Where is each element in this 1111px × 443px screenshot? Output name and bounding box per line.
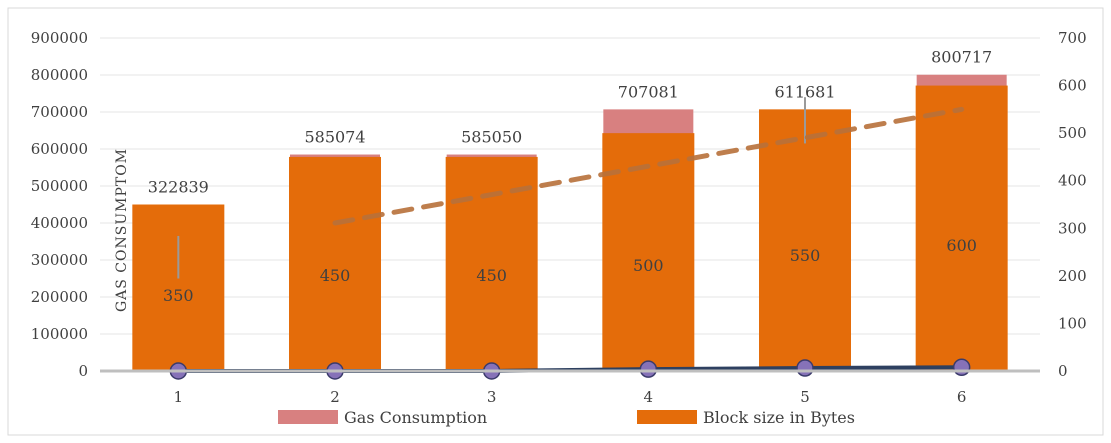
- x-tick-label: 5: [800, 388, 810, 406]
- block-size-bar: [289, 156, 381, 371]
- legend: Gas Consumption Block size in Bytes: [278, 408, 855, 427]
- gas-consumption-label: 585074: [304, 128, 365, 147]
- baseline-marker: [952, 358, 971, 377]
- data-labels: 322839 585074 585050 707081 611681 800717 350 4…: [148, 48, 992, 305]
- block-size-bar: [132, 204, 225, 371]
- y-tick-label: 0: [78, 362, 88, 380]
- block-size-bar: [915, 85, 1008, 372]
- trendline-dashed: [332, 106, 965, 226]
- y2-tick-label: 0: [1058, 362, 1068, 380]
- legend-swatch-gas: [278, 410, 338, 424]
- y-tick-label: 100000: [31, 325, 88, 343]
- block-size-label: 350: [163, 286, 194, 305]
- y2-tick-label: 600: [1058, 77, 1087, 95]
- block-size-bar: [759, 109, 851, 371]
- legend-label-block-size: Block size in Bytes: [703, 408, 855, 427]
- gas-consumption-label: 322839: [148, 178, 209, 197]
- bars: [132, 74, 1008, 372]
- gas-consumption-label: 611681: [774, 82, 835, 101]
- y2-tick-label: 500: [1058, 124, 1087, 142]
- y-tick-label: 600000: [31, 140, 88, 158]
- x-tick-label: 2: [330, 388, 340, 406]
- baseline-marker: [639, 360, 658, 378]
- legend-label-gas: Gas Consumption: [344, 408, 487, 427]
- y-tick-label: 700000: [31, 103, 88, 121]
- x-tick-label: 4: [644, 388, 654, 406]
- gas-consumption-label: 707081: [618, 82, 679, 101]
- x-tick-label: 3: [487, 388, 497, 406]
- block-size-label: 550: [790, 246, 821, 265]
- y2-tick-label: 300: [1058, 219, 1087, 237]
- axes: 0 100000 200000 300000 400000 500000 600000 700…: [31, 29, 1087, 406]
- y-axis-title: GAS CONSUMPTOM: [114, 148, 130, 312]
- x-tick-label: 6: [957, 388, 967, 406]
- y-tick-label: 400000: [31, 214, 88, 232]
- baseline-marker: [796, 359, 814, 377]
- y-tick-label: 200000: [31, 288, 88, 306]
- x-tick-label: 1: [174, 388, 184, 406]
- block-size-label: 500: [633, 256, 664, 275]
- y2-tick-label: 700: [1058, 29, 1087, 47]
- error-bars: [177, 97, 806, 279]
- gridlines: [100, 37, 1040, 335]
- block-size-bar: [602, 133, 695, 371]
- y2-tick-label: 100: [1058, 314, 1087, 332]
- y-tick-label: 800000: [31, 66, 88, 84]
- block-size-label: 450: [320, 266, 351, 285]
- gas-consumption-label: 585050: [461, 128, 522, 147]
- gas-consumption-label: 800717: [931, 48, 992, 67]
- legend-swatch-block-size: [637, 410, 697, 424]
- y2-tick-label: 400: [1058, 172, 1087, 190]
- block-size-label: 450: [476, 266, 507, 285]
- y-tick-label: 900000: [31, 29, 88, 47]
- y-tick-label: 300000: [31, 251, 88, 269]
- y2-tick-label: 200: [1058, 267, 1087, 285]
- y-tick-label: 500000: [31, 177, 88, 195]
- trendline: [332, 106, 965, 226]
- block-size-label: 600: [946, 236, 977, 255]
